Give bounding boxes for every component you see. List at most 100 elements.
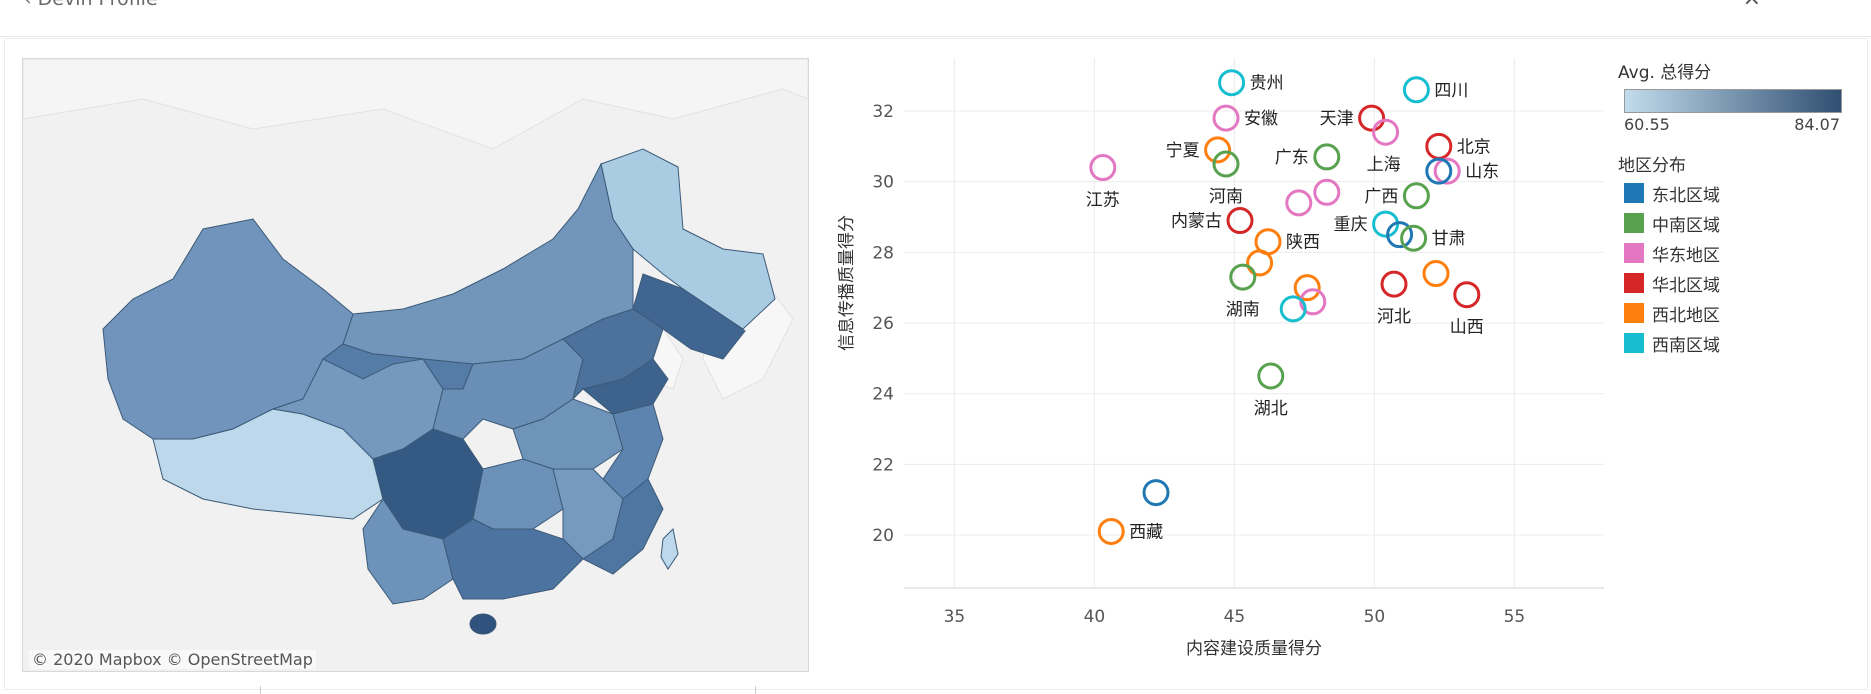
legend-label: 西北地区 (1652, 305, 1720, 326)
data-point (1293, 274, 1321, 302)
point-label: 广东 (1275, 148, 1309, 168)
region-chongqing-guizhou[interactable] (472, 458, 564, 530)
point-label: 江苏 (1086, 191, 1120, 211)
point-label: 陕西 (1286, 233, 1320, 253)
point-label: 湖南 (1226, 300, 1260, 320)
legend-swatch (1624, 333, 1644, 353)
legend-label: 西南区域 (1652, 335, 1720, 356)
x-axis-label: 内容建设质量得分 (1186, 639, 1322, 659)
map-svg (23, 59, 808, 671)
point-label: 西藏 (1129, 522, 1163, 542)
point-label: 安徽 (1244, 109, 1278, 129)
region-fujian[interactable] (582, 478, 664, 575)
gradient-max: 84.07 (1794, 115, 1840, 134)
data-point (1400, 224, 1428, 252)
top-bar: ‹ Devin Profile × (0, 0, 1871, 37)
point-label: 四川 (1434, 81, 1468, 101)
neighbor-land-north (23, 59, 808, 150)
region-taiwan[interactable] (660, 527, 679, 570)
gradient-min: 60.55 (1624, 115, 1670, 134)
legend-title: Avg. 总得分 (1618, 63, 1712, 83)
y-tick-label: 26 (872, 314, 894, 334)
legend-swatch (1624, 213, 1644, 233)
region-yunnan[interactable] (362, 498, 454, 605)
x-tick-label: 45 (1224, 607, 1246, 627)
data-point (1358, 104, 1386, 132)
legend-swatch (1624, 273, 1644, 293)
data-point (1257, 362, 1285, 390)
region-heilongjiang[interactable] (600, 148, 776, 330)
china-map[interactable]: © 2020 Mapbox © OpenStreetMap (22, 58, 809, 672)
data-point (1097, 517, 1125, 545)
category-legend-list: 东北区域 中南区域 华东地区 华北区域 西北地区 西南区域 (1618, 178, 1868, 358)
legend-swatch (1624, 243, 1644, 263)
legend-swatch (1624, 183, 1644, 203)
data-point (1204, 136, 1232, 164)
point-label: 贵州 (1250, 74, 1284, 94)
data-point (1433, 157, 1461, 185)
data-point (1299, 288, 1327, 316)
legend-item[interactable]: 华东地区 (1618, 238, 1868, 268)
legend-item[interactable]: 华北区域 (1618, 268, 1868, 298)
data-point (1402, 182, 1430, 210)
x-tick-label: 55 (1504, 607, 1526, 627)
data-point (1402, 76, 1430, 104)
data-point (1279, 295, 1307, 323)
y-tick-label: 20 (872, 526, 894, 546)
x-tick-label: 50 (1364, 607, 1386, 627)
y-tick-label: 32 (872, 102, 894, 122)
back-link[interactable]: ‹ Devin Profile (24, 0, 158, 10)
region-hainan[interactable] (469, 613, 497, 635)
y-tick-label: 30 (872, 173, 894, 193)
legend-label: 中南区域 (1652, 215, 1720, 236)
legend-label: 华北区域 (1652, 275, 1720, 296)
data-point (1380, 270, 1408, 298)
legend-item[interactable]: 中南区域 (1618, 208, 1868, 238)
legend-label: 东北区域 (1652, 185, 1720, 206)
point-label: 内蒙古 (1171, 212, 1222, 232)
data-point (1422, 260, 1450, 288)
point-label: 重庆 (1334, 215, 1368, 235)
legend-swatch (1624, 303, 1644, 323)
y-tick-label: 22 (872, 455, 894, 475)
data-point (1372, 118, 1400, 146)
data-point (1229, 263, 1257, 291)
color-gradient-bar (1624, 89, 1842, 113)
scatter-chart: 35 40 45 50 55 20 22 24 26 28 30 32 内容建设质量得分 信息传播质量得分… (837, 50, 1618, 670)
data-point (1212, 104, 1240, 132)
point-label: 上海 (1367, 155, 1401, 175)
legend-item[interactable]: 西南区域 (1618, 328, 1868, 358)
data-point (1285, 189, 1313, 217)
x-tick-label: 40 (1084, 607, 1106, 627)
data-point (1212, 150, 1240, 178)
point-label: 湖北 (1254, 399, 1288, 419)
legend-panel: Avg. 总得分 60.55 84.07 地区分布 东北区域 中南区域 华东地区… (1618, 58, 1868, 358)
y-tick-label: 28 (872, 243, 894, 263)
point-label: 山东 (1465, 162, 1499, 182)
data-point (1218, 69, 1246, 97)
y-tick-label: 24 (872, 385, 894, 405)
gradient-labels: 60.55 84.07 (1624, 113, 1840, 137)
data-point (1425, 157, 1453, 185)
map-attribution: © 2020 Mapbox © OpenStreetMap (29, 650, 316, 669)
point-label: 天津 (1320, 109, 1354, 129)
point-label: 山西 (1450, 318, 1484, 338)
point-label: 广西 (1364, 187, 1398, 207)
data-point (1226, 207, 1254, 235)
data-point (1089, 154, 1117, 182)
data-point (1453, 281, 1481, 309)
bottom-tabs-strip (260, 686, 756, 694)
category-legend-title: 地区分布 (1618, 156, 1686, 176)
point-label: 河南 (1209, 187, 1243, 207)
x-tick-label: 35 (944, 607, 966, 627)
legend-item[interactable]: 西北地区 (1618, 298, 1868, 328)
y-axis-label: 信息传播质量得分 (838, 215, 857, 351)
close-icon[interactable]: × (1743, 0, 1761, 11)
scatter-svg: 35 40 45 50 55 20 22 24 26 28 30 32 内容建设质量得分 信息传播质量得分… (837, 58, 1604, 659)
legend-item[interactable]: 东北区域 (1618, 178, 1868, 208)
data-point (1425, 132, 1453, 160)
point-label: 北京 (1457, 137, 1491, 157)
point-label: 河北 (1377, 307, 1411, 327)
data-point (1313, 178, 1341, 206)
point-label: 宁夏 (1166, 141, 1200, 161)
